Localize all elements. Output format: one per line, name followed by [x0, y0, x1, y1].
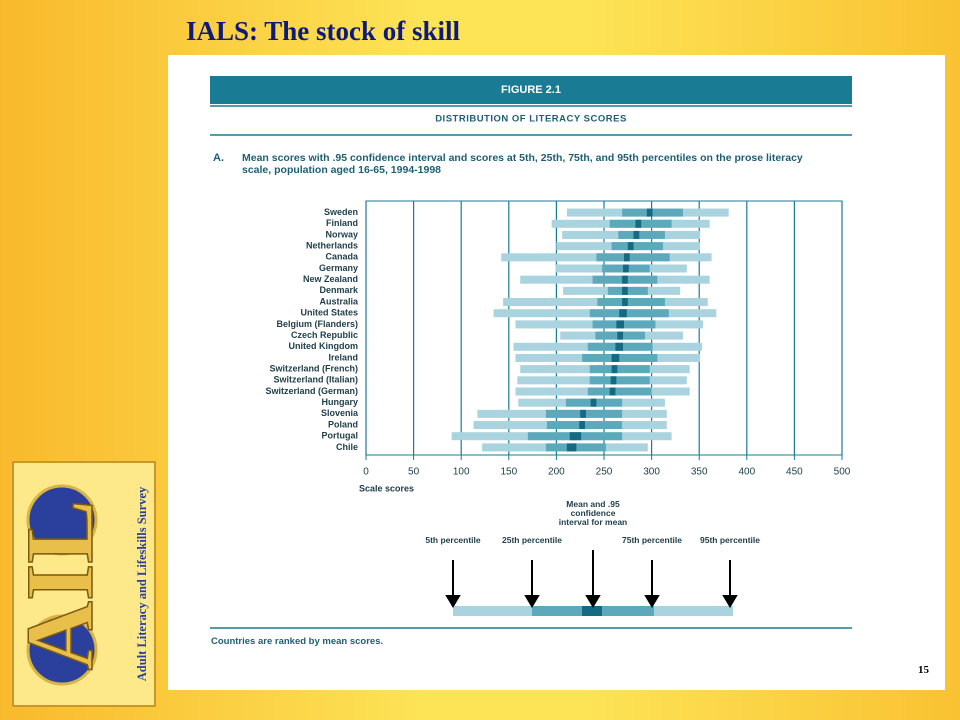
- mean-ci: [633, 230, 640, 239]
- mean-ci: [617, 331, 624, 340]
- legend-label: 75th percentile: [622, 535, 682, 545]
- mean-ci: [569, 432, 582, 441]
- y-tick-label: Denmark: [319, 285, 359, 295]
- mean-ci: [627, 242, 634, 251]
- panel-label: A.: [213, 152, 224, 164]
- mean-ci: [590, 398, 597, 407]
- y-tick-label: Poland: [328, 419, 358, 429]
- y-tick-label: Canada: [325, 252, 359, 262]
- range-25-75: [618, 230, 665, 239]
- mean-ci: [623, 264, 629, 273]
- y-tick-label: Portugal: [321, 431, 358, 441]
- y-tick-label: Ireland: [328, 352, 358, 362]
- range-25-75: [582, 353, 658, 362]
- mean-ci: [616, 320, 624, 329]
- slide-title: IALS: The stock of skill: [186, 16, 461, 46]
- range-25-75: [597, 298, 665, 307]
- range-25-75: [589, 365, 650, 374]
- y-tick-label: Belgium (Flanders): [276, 319, 358, 329]
- y-tick-label: Sweden: [324, 207, 358, 217]
- legend-label: 25th percentile: [502, 535, 562, 545]
- y-tick-label: Hungary: [321, 397, 358, 407]
- x-tick-label: 250: [596, 467, 613, 478]
- x-tick-label: 350: [691, 467, 708, 478]
- mean-ci: [646, 208, 653, 217]
- x-axis-label: Scale scores: [359, 483, 414, 493]
- figure-header: [210, 76, 852, 104]
- mean-ci: [580, 409, 586, 418]
- figure-description: Mean scores with .95 confidence interval…: [242, 152, 803, 176]
- figure-subtitle: DISTRIBUTION OF LITERACY SCORES: [435, 114, 627, 125]
- mean-ci: [609, 387, 616, 396]
- y-tick-label: United Kingdom: [289, 341, 359, 351]
- legend-label: 5th percentile: [425, 535, 481, 545]
- y-tick-label: Switzerland (Italian): [273, 375, 358, 385]
- page-number: 15: [918, 664, 929, 676]
- x-tick-label: 150: [500, 467, 517, 478]
- logo-caption: Adult Literacy and Lifeskills Survey: [135, 486, 149, 681]
- range-25-75: [589, 309, 669, 318]
- range-25-75: [596, 253, 670, 262]
- mean-ci: [615, 342, 624, 351]
- y-tick-label: Czech Republic: [291, 330, 358, 340]
- mean-ci: [623, 253, 630, 262]
- legend-label: Mean and .95 confidence interval for mea…: [558, 499, 628, 527]
- y-tick-label: Slovenia: [321, 408, 359, 418]
- y-tick-label: Norway: [325, 229, 358, 239]
- y-tick-label: Switzerland (French): [269, 364, 358, 374]
- y-tick-label: New Zealand: [303, 274, 358, 284]
- mean-ci: [622, 275, 628, 284]
- legend-bar-ci: [582, 606, 602, 616]
- mean-ci: [619, 309, 627, 318]
- range-25-75: [587, 387, 652, 396]
- y-tick-label: United States: [300, 308, 358, 318]
- range-25-75: [589, 376, 650, 385]
- range-25-75: [611, 242, 664, 251]
- logo-letters: AIL: [6, 500, 113, 671]
- y-tick-label: Chile: [336, 442, 358, 452]
- mean-ci: [579, 421, 585, 430]
- y-tick-label: Netherlands: [306, 241, 358, 251]
- mean-ci: [622, 286, 628, 295]
- x-tick-label: 50: [408, 467, 420, 478]
- mean-ci: [611, 365, 618, 374]
- figure-title: FIGURE 2.1: [501, 84, 561, 96]
- x-tick-label: 300: [643, 467, 660, 478]
- mean-ci: [610, 376, 617, 385]
- y-tick-label: Switzerland (German): [265, 386, 358, 396]
- x-tick-label: 200: [548, 467, 565, 478]
- mean-ci: [635, 219, 642, 228]
- mean-ci: [622, 298, 628, 307]
- x-tick-label: 450: [786, 467, 803, 478]
- x-tick-label: 400: [738, 467, 755, 478]
- y-tick-label: Finland: [326, 218, 358, 228]
- x-tick-label: 500: [834, 467, 851, 478]
- x-tick-label: 0: [363, 467, 369, 478]
- x-tick-label: 100: [453, 467, 470, 478]
- y-tick-label: Germany: [319, 263, 358, 273]
- y-tick-label: Australia: [319, 296, 359, 306]
- figure-note: Countries are ranked by mean scores.: [211, 636, 384, 647]
- logo-globe: [26, 484, 98, 556]
- mean-ci: [566, 443, 577, 452]
- logo-globe: [26, 614, 98, 686]
- mean-ci: [611, 353, 620, 362]
- legend-label: 95th percentile: [700, 535, 760, 545]
- legend-arrows: [445, 550, 738, 608]
